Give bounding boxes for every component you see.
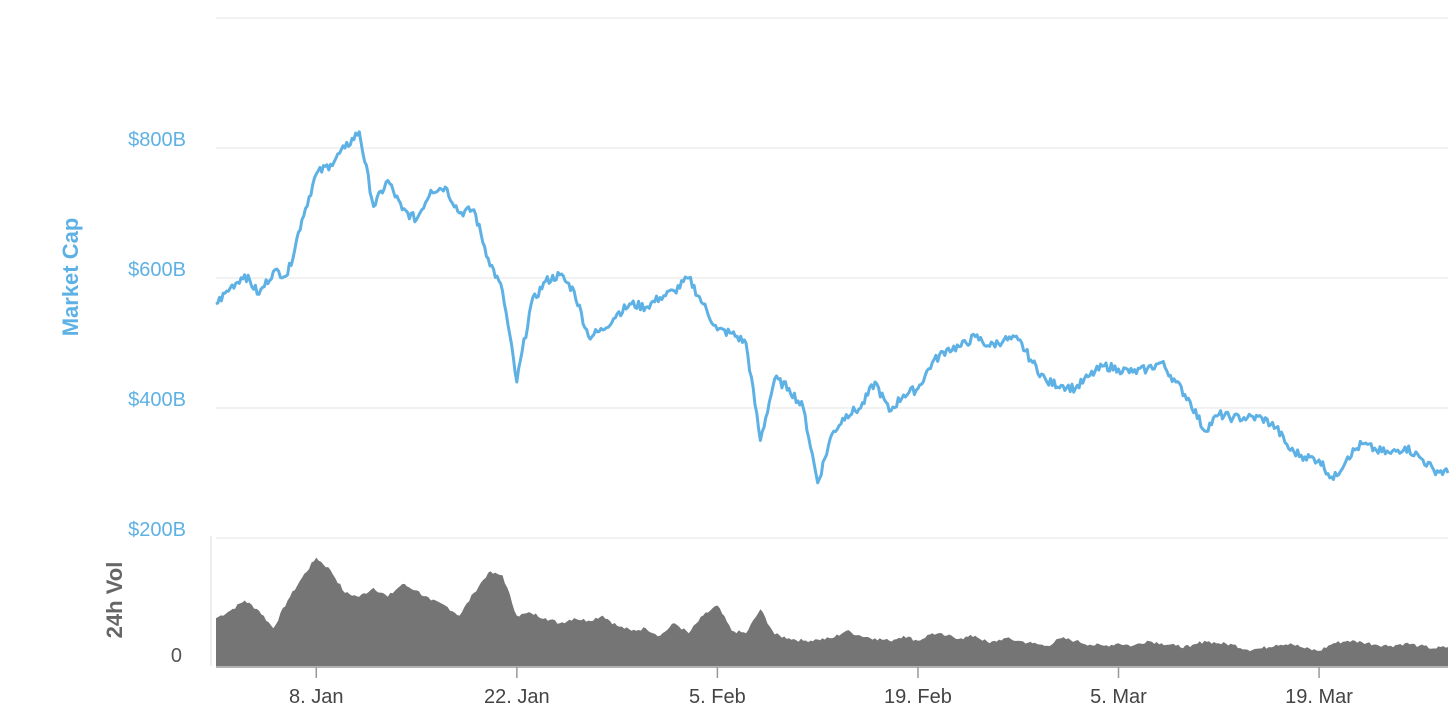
x-tick-label: 19. Mar [1285,686,1353,708]
market-cap-series-line [215,130,1450,485]
market-cap-tick-label: $200B [128,519,186,541]
x-tick-label: 5. Mar [1090,686,1147,708]
x-tick-label: 5. Feb [689,686,746,708]
volume-axis-label: 24h Vol [102,562,127,639]
x-tick-label: 8. Jan [289,686,343,708]
volume-tick-label: 0 [171,645,182,667]
x-tick-label: 19. Feb [884,686,952,708]
market-cap-tick-label: $800B [128,129,186,151]
y-axis-ticks: $200B $400B $600B $800B 0 [128,129,186,667]
market-cap-tick-label: $400B [128,389,186,411]
market-cap-axis-label: Market Cap [58,218,83,337]
grid-lines [210,17,1448,666]
volume-area [216,557,1448,666]
market-cap-tick-label: $600B [128,259,186,281]
market-cap-line [215,130,1450,485]
x-tick-label: 22. Jan [484,686,550,708]
volume-series-area [216,557,1448,666]
x-axis: 8. Jan 22. Jan 5. Feb 19. Feb 5. Mar 19. Mar [216,666,1448,708]
